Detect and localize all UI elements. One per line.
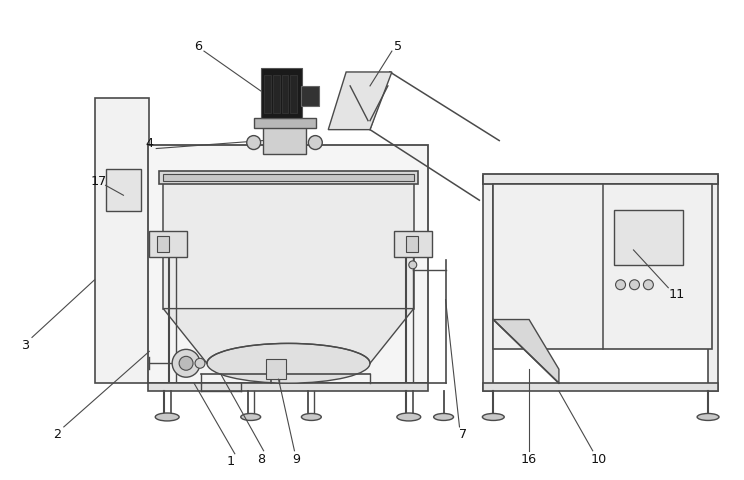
Text: 8: 8: [257, 452, 266, 465]
Text: 6: 6: [194, 39, 202, 52]
Circle shape: [195, 359, 205, 369]
Bar: [484, 175, 718, 185]
Bar: [106, 170, 141, 212]
Bar: [157, 237, 169, 252]
Text: 7: 7: [459, 428, 467, 441]
Bar: [493, 185, 712, 349]
Text: 11: 11: [668, 288, 684, 300]
Polygon shape: [328, 73, 392, 131]
Text: 17: 17: [91, 175, 106, 188]
Bar: [163, 175, 414, 182]
Ellipse shape: [697, 414, 719, 420]
Bar: [260, 69, 302, 119]
Bar: [263, 76, 271, 113]
Bar: [614, 211, 683, 265]
Circle shape: [308, 136, 322, 150]
Circle shape: [629, 280, 639, 290]
Bar: [266, 360, 286, 379]
Bar: [263, 125, 307, 155]
Bar: [281, 76, 289, 113]
Bar: [148, 145, 428, 384]
Bar: [148, 384, 428, 391]
Polygon shape: [493, 320, 559, 384]
Bar: [290, 76, 298, 113]
Bar: [254, 119, 316, 128]
Ellipse shape: [482, 414, 504, 420]
Bar: [484, 177, 718, 185]
Ellipse shape: [434, 414, 454, 420]
Ellipse shape: [207, 344, 370, 384]
Circle shape: [247, 136, 260, 150]
Text: 3: 3: [21, 338, 29, 351]
Text: 5: 5: [394, 39, 402, 52]
Bar: [394, 231, 432, 257]
Bar: [163, 182, 414, 309]
Bar: [94, 98, 150, 384]
Text: 2: 2: [53, 428, 61, 441]
Bar: [484, 384, 718, 391]
Ellipse shape: [155, 413, 179, 421]
Text: 9: 9: [292, 452, 301, 465]
Circle shape: [172, 349, 200, 377]
Bar: [708, 177, 718, 391]
Bar: [405, 237, 417, 252]
Circle shape: [408, 261, 417, 269]
Ellipse shape: [241, 414, 260, 420]
Circle shape: [615, 280, 626, 290]
Text: 1: 1: [227, 454, 235, 467]
Bar: [272, 76, 280, 113]
Ellipse shape: [397, 413, 420, 421]
Text: 4: 4: [145, 137, 153, 150]
Polygon shape: [163, 309, 414, 363]
Text: 10: 10: [591, 452, 607, 465]
Bar: [301, 87, 319, 107]
Ellipse shape: [301, 414, 321, 420]
Bar: [159, 172, 417, 185]
Bar: [484, 177, 493, 391]
Text: 16: 16: [521, 452, 537, 465]
Bar: [150, 231, 187, 257]
Circle shape: [179, 357, 193, 371]
Circle shape: [644, 280, 653, 290]
